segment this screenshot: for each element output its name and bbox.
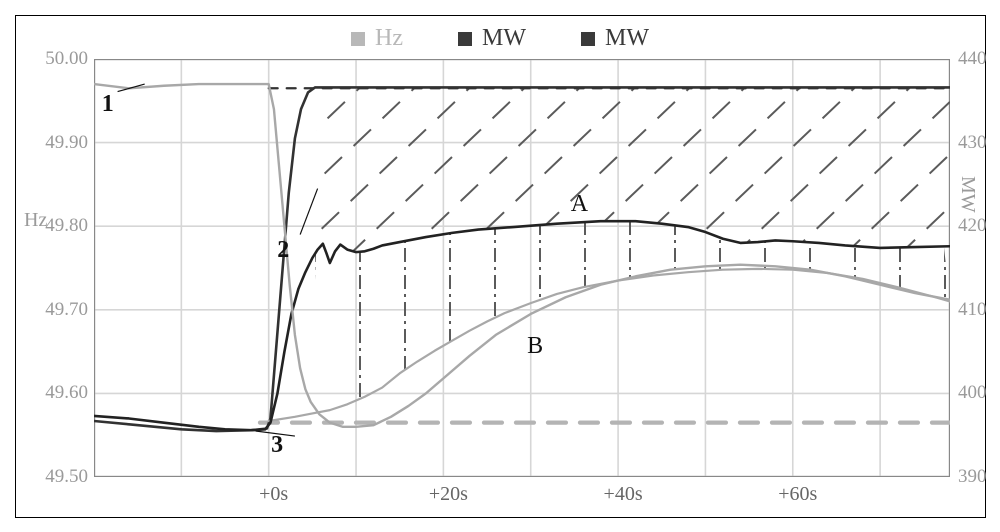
chart-svg: [94, 59, 950, 477]
y-left-tick: 49.50: [38, 466, 88, 488]
y-right-tick: 410: [958, 299, 987, 321]
y-right-tick: 430: [958, 132, 987, 154]
legend-label-mw-a: MW: [482, 25, 526, 52]
legend-label-hz: Hz: [375, 25, 403, 52]
annotation-A: A: [571, 191, 588, 218]
annotation-one: 1: [102, 91, 114, 118]
annotation-two: 2: [277, 237, 289, 264]
x-tick: +0s: [249, 483, 299, 506]
y-left-tick: 50.00: [38, 48, 88, 70]
y-left-label: Hz: [24, 209, 47, 232]
chart-stage: Hz MW MW 49.5049.6049.7049.8049.9050.003…: [0, 0, 1000, 532]
y-left-tick: 49.60: [38, 382, 88, 404]
x-tick: +20s: [423, 483, 473, 506]
legend-item-hz: Hz: [351, 25, 403, 52]
annotation-three: 3: [271, 432, 283, 459]
y-left-tick: 49.90: [38, 132, 88, 154]
x-tick: +40s: [598, 483, 648, 506]
legend-label-mw-b: MW: [605, 25, 649, 52]
legend: Hz MW MW: [16, 22, 985, 56]
legend-item-mw-b: MW: [581, 25, 649, 52]
annotation-B: B: [527, 333, 543, 360]
y-left-tick: 49.70: [38, 299, 88, 321]
y-right-tick: 400: [958, 382, 987, 404]
legend-swatch-mw-a: [458, 32, 472, 46]
chart-frame: Hz MW MW 49.5049.6049.7049.8049.9050.003…: [15, 15, 986, 518]
y-right-tick: 420: [958, 215, 987, 237]
y-right-tick: 440: [958, 48, 987, 70]
legend-swatch-mw-b: [581, 32, 595, 46]
y-right-label: MW: [956, 176, 979, 213]
plot-area: [94, 59, 950, 477]
y-right-tick: 390: [958, 466, 987, 488]
legend-item-mw-a: MW: [458, 25, 526, 52]
x-tick: +60s: [773, 483, 823, 506]
legend-swatch-hz: [351, 32, 365, 46]
